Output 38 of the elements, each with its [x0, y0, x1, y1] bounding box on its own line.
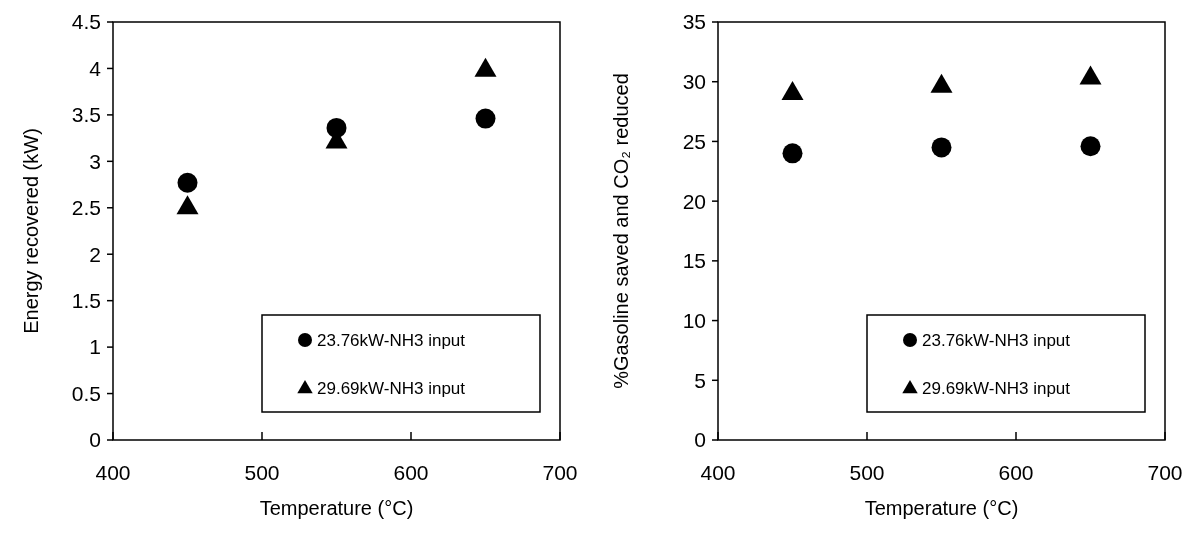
y-tick-label: 3.5: [71, 103, 101, 127]
x-tick-label: 700: [1147, 461, 1183, 484]
legend-label: 29.69kW-NH3 input: [317, 378, 466, 398]
y-axis-title: %Gasoline saved and CO₂ reduced: [610, 73, 632, 389]
y-tick-label: 0.5: [71, 381, 101, 405]
y-tick-label: 20: [682, 189, 706, 213]
legend-label: 29.69kW-NH3 input: [922, 378, 1071, 398]
legend-label: 23.76kW-NH3 input: [317, 330, 466, 350]
x-tick-label: 400: [95, 461, 131, 484]
y-tick-label: 0: [694, 428, 706, 452]
legend-label: 23.76kW-NH3 input: [922, 330, 1071, 350]
y-tick-label: 1.5: [71, 289, 101, 313]
y-tick-label: 4.5: [71, 10, 101, 34]
x-tick-label: 600: [393, 461, 429, 484]
y-tick-label: 10: [682, 308, 706, 332]
y-tick-label: 4: [89, 56, 102, 80]
x-tick-label: 600: [998, 461, 1034, 484]
x-tick-label: 500: [849, 461, 885, 484]
y-tick-label: 5: [694, 368, 706, 392]
x-tick-label: 400: [700, 461, 736, 484]
y-tick-label: 35: [682, 10, 706, 34]
y-tick-label: 15: [682, 249, 706, 273]
y-tick-label: 2: [89, 242, 101, 266]
point: [177, 172, 198, 193]
y-tick-label: 3: [89, 149, 101, 173]
point: [475, 108, 496, 129]
y-tick-label: 30: [682, 70, 706, 94]
point: [176, 195, 199, 215]
x-tick-label: 500: [244, 461, 280, 484]
x-tick-label: 700: [542, 461, 578, 484]
y-axis-title: Energy recovered (kW): [20, 128, 42, 334]
x-axis-title: Temperature (°C): [259, 497, 414, 519]
y-tick-label: 0: [89, 428, 101, 452]
point: [474, 57, 497, 77]
y-tick-label: 25: [682, 129, 706, 153]
y-tick-label: 1: [89, 335, 101, 359]
y-tick-label: 2.5: [71, 196, 101, 220]
x-axis-title: Temperature (°C): [864, 497, 1019, 519]
